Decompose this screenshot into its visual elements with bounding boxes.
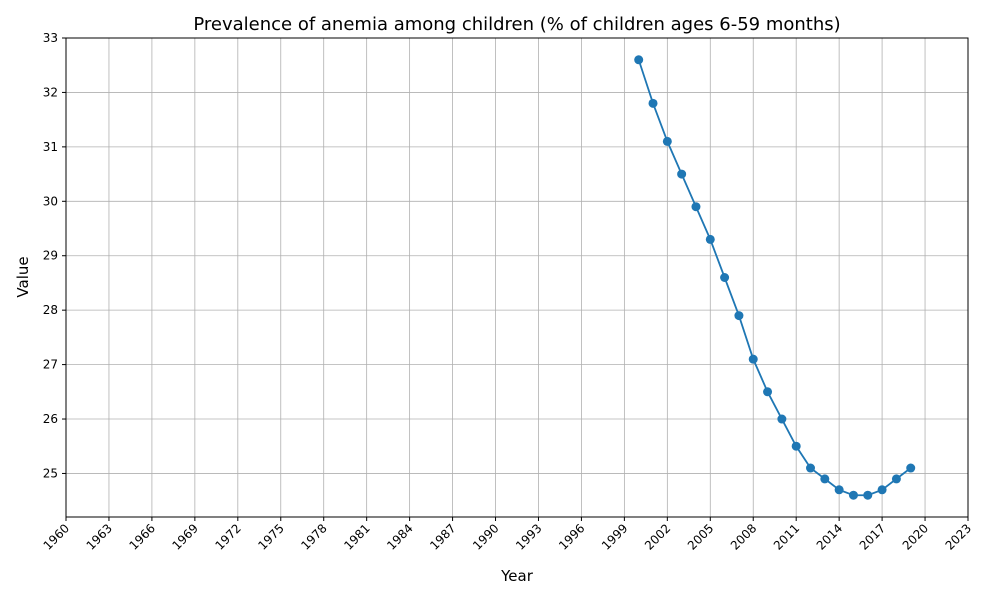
y-axis: 25 26 27 28 29 30 31 32 33 xyxy=(43,31,66,480)
x-tick-label: 1990 xyxy=(470,521,501,552)
y-axis-label: Value xyxy=(14,256,32,297)
data-point xyxy=(720,273,730,282)
x-tick-label: 1966 xyxy=(127,521,158,552)
data-point xyxy=(748,354,758,364)
data-point xyxy=(834,485,844,495)
data-point xyxy=(848,490,858,500)
data-point xyxy=(906,463,916,473)
y-tick-label: 33 xyxy=(43,31,58,45)
data-point xyxy=(891,474,901,484)
x-tick-label: 1960 xyxy=(41,521,72,552)
x-tick-label: 2011 xyxy=(771,521,802,552)
x-tick-label: 1987 xyxy=(427,521,458,552)
x-tick-label: 2014 xyxy=(814,521,845,552)
x-tick-label: 1978 xyxy=(298,521,329,552)
y-tick-label: 28 xyxy=(43,303,58,317)
data-point xyxy=(677,169,687,179)
x-tick-label: 2023 xyxy=(943,521,974,552)
data-point xyxy=(691,202,701,212)
x-tick-label: 2020 xyxy=(900,521,931,552)
x-axis: 1960 1963 1966 1969 1972 1975 1978 1981 1984 1987… xyxy=(41,517,974,553)
series-layer xyxy=(634,55,916,500)
x-tick-label: 1993 xyxy=(513,521,544,552)
data-point xyxy=(705,234,715,244)
y-tick-label: 29 xyxy=(43,249,58,263)
x-tick-label: 1975 xyxy=(255,521,286,552)
x-tick-label: 2008 xyxy=(728,521,759,552)
y-tick-label: 27 xyxy=(43,358,58,372)
data-point xyxy=(806,463,816,473)
data-point xyxy=(863,490,873,500)
x-tick-label: 1999 xyxy=(599,521,630,552)
y-tick-label: 26 xyxy=(43,412,58,426)
x-tick-label: 1963 xyxy=(84,521,115,552)
y-tick-label: 25 xyxy=(43,466,58,480)
y-tick-label: 31 xyxy=(43,140,58,154)
plot-frame xyxy=(65,37,969,518)
y-tick-label: 32 xyxy=(43,85,58,99)
x-tick-label: 2002 xyxy=(642,521,673,552)
data-point xyxy=(763,387,773,397)
data-point xyxy=(820,474,830,484)
data-point xyxy=(734,311,744,321)
x-tick-label: 1996 xyxy=(556,521,587,552)
data-point xyxy=(648,98,658,108)
grid xyxy=(65,37,969,517)
x-tick-label: 1984 xyxy=(384,521,415,552)
x-tick-label: 2005 xyxy=(685,521,716,552)
data-point xyxy=(791,441,801,451)
data-point xyxy=(662,136,672,146)
x-tick-label: 1972 xyxy=(212,521,243,552)
data-point xyxy=(777,414,787,424)
y-tick-label: 30 xyxy=(43,194,58,208)
chart-title: Prevalence of anemia among children (% o… xyxy=(193,14,840,35)
series-line xyxy=(637,59,912,497)
x-tick-label: 1981 xyxy=(341,521,372,552)
x-axis-label: Year xyxy=(500,567,534,585)
x-tick-label: 2017 xyxy=(857,521,888,552)
data-point xyxy=(877,485,887,495)
x-tick-label: 1969 xyxy=(169,521,200,552)
data-point xyxy=(634,55,644,65)
